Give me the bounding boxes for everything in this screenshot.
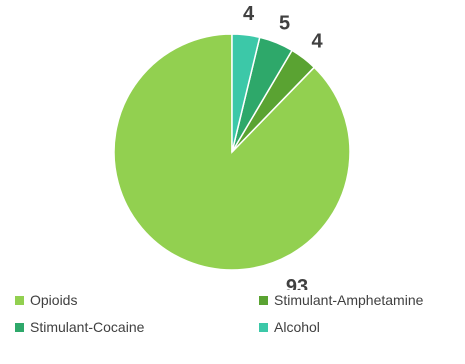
legend-label-stimulant-cocaine: Stimulant-Cocaine bbox=[30, 319, 145, 335]
pie-slice-alcohol bbox=[231, 33, 261, 153]
legend-item-stimulant-cocaine: Stimulant-Cocaine bbox=[15, 319, 144, 335]
legend: Opioids Stimulant-Amphetamine Stimulant-… bbox=[0, 280, 465, 364]
legend-swatch-opioids bbox=[15, 295, 24, 305]
legend-swatch-alcohol bbox=[259, 322, 268, 332]
legend-item-opioids: Opioids bbox=[15, 292, 77, 308]
data-label-stimulant-amphetamine: 4 bbox=[311, 31, 323, 53]
legend-label-opioids: Opioids bbox=[30, 292, 78, 308]
data-label-alcohol: 4 bbox=[243, 3, 255, 25]
data-label-stimulant-cocaine: 5 bbox=[279, 12, 290, 34]
legend-item-alcohol: Alcohol bbox=[259, 319, 320, 335]
legend-label-stimulant-amphetamine: Stimulant-Amphetamine bbox=[274, 292, 424, 308]
legend-label-alcohol: Alcohol bbox=[274, 319, 320, 335]
legend-item-stimulant-amphetamine: Stimulant-Amphetamine bbox=[259, 292, 423, 308]
data-label-opioids: 93 bbox=[286, 276, 308, 290]
legend-swatch-stimulant-cocaine bbox=[15, 322, 24, 332]
legend-swatch-stimulant-amphetamine bbox=[259, 295, 268, 305]
